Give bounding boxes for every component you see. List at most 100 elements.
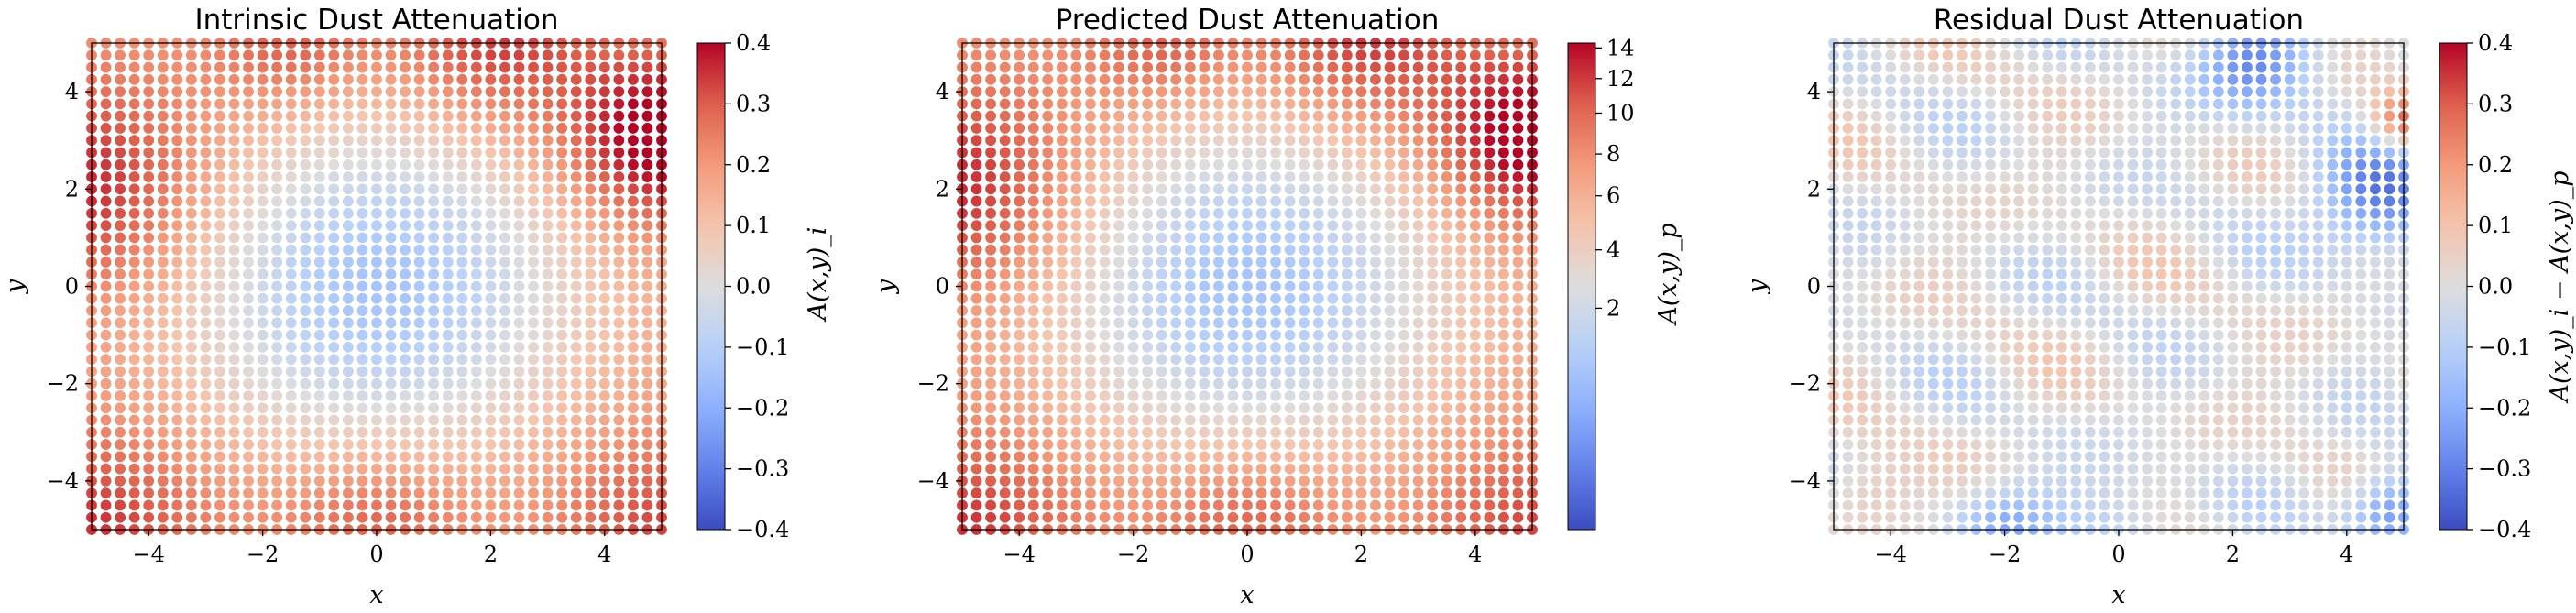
data-point [2085,378,2096,389]
data-point [243,414,254,426]
data-point [598,463,610,475]
data-point [413,305,425,316]
data-point [2013,378,2025,389]
data-point [228,317,240,329]
data-point [1299,49,1310,61]
data-point [556,61,568,73]
data-point [1857,341,1868,353]
data-point [1270,487,1281,499]
data-point [1842,317,1854,329]
data-point [628,487,639,499]
data-point [1270,390,1281,401]
data-point [1355,98,1367,110]
data-point [1370,49,1381,61]
data-point [2340,49,2352,61]
data-point [513,463,525,475]
data-point [1970,207,1982,219]
data-point [300,86,312,97]
data-point [1341,390,1353,401]
data-point [1999,110,2011,122]
data-point [1942,317,1954,329]
data-point [585,329,597,341]
data-point [570,147,582,159]
data-point [485,451,497,463]
data-point [499,426,510,438]
data-point [985,280,996,292]
data-point [1942,354,1954,366]
data-point [2070,292,2082,304]
data-point [157,257,169,268]
data-point [2284,123,2296,134]
data-point [2042,329,2054,341]
data-point [1469,171,1481,182]
data-point [585,86,597,97]
scatter-points [1828,38,2409,535]
data-point [100,414,112,426]
data-point [128,476,140,487]
data-point [2270,476,2281,487]
data-point [257,110,269,122]
data-point [2340,451,2352,463]
data-point [313,257,325,268]
data-point [2070,329,2082,341]
data-point [2312,487,2324,499]
data-point [556,487,568,499]
data-point [1156,244,1167,256]
data-point [2212,183,2224,195]
data-point [513,280,525,292]
data-point [1299,499,1310,511]
data-point [1284,499,1296,511]
data-point [1384,123,1396,134]
colorbar-tick-label: 4 [1606,237,1620,263]
data-point [1327,426,1339,438]
data-point [143,317,155,329]
data-point [528,487,539,499]
data-point [1957,378,1968,389]
data-point [300,366,312,378]
data-point [1484,414,1496,426]
data-point [2027,220,2039,232]
data-point [1913,329,1925,341]
data-point [2184,98,2196,110]
data-point [1985,390,1996,401]
data-point [1970,511,1982,523]
data-point [1014,292,1025,304]
data-point [271,73,283,85]
data-point [2184,402,2196,414]
data-point [499,98,510,110]
data-point [641,341,653,353]
data-point [371,61,382,73]
data-point [2355,305,2367,316]
data-point [513,476,525,487]
data-point [1384,110,1396,122]
data-point [313,487,325,499]
data-point [2198,366,2210,378]
data-point [999,390,1011,401]
data-point [2298,73,2310,85]
data-point [1441,487,1452,499]
data-point [1014,476,1025,487]
data-point [413,207,425,219]
data-point [243,98,254,110]
data-point [1970,195,1982,207]
data-point [2212,207,2224,219]
data-point [2085,511,2096,523]
data-point [1498,463,1509,475]
data-point [356,378,368,389]
data-point [2127,463,2139,475]
data-point [214,317,225,329]
data-point [1857,487,1868,499]
data-point [2270,207,2281,219]
data-point [371,366,382,378]
data-point [470,366,482,378]
data-point [2184,329,2196,341]
data-point [356,232,368,244]
data-point [528,135,539,147]
data-point [485,292,497,304]
data-point [1113,292,1124,304]
data-point [1127,280,1139,292]
data-point [243,73,254,85]
data-point [2070,123,2082,134]
data-point [628,86,639,97]
data-point [1842,378,1854,389]
